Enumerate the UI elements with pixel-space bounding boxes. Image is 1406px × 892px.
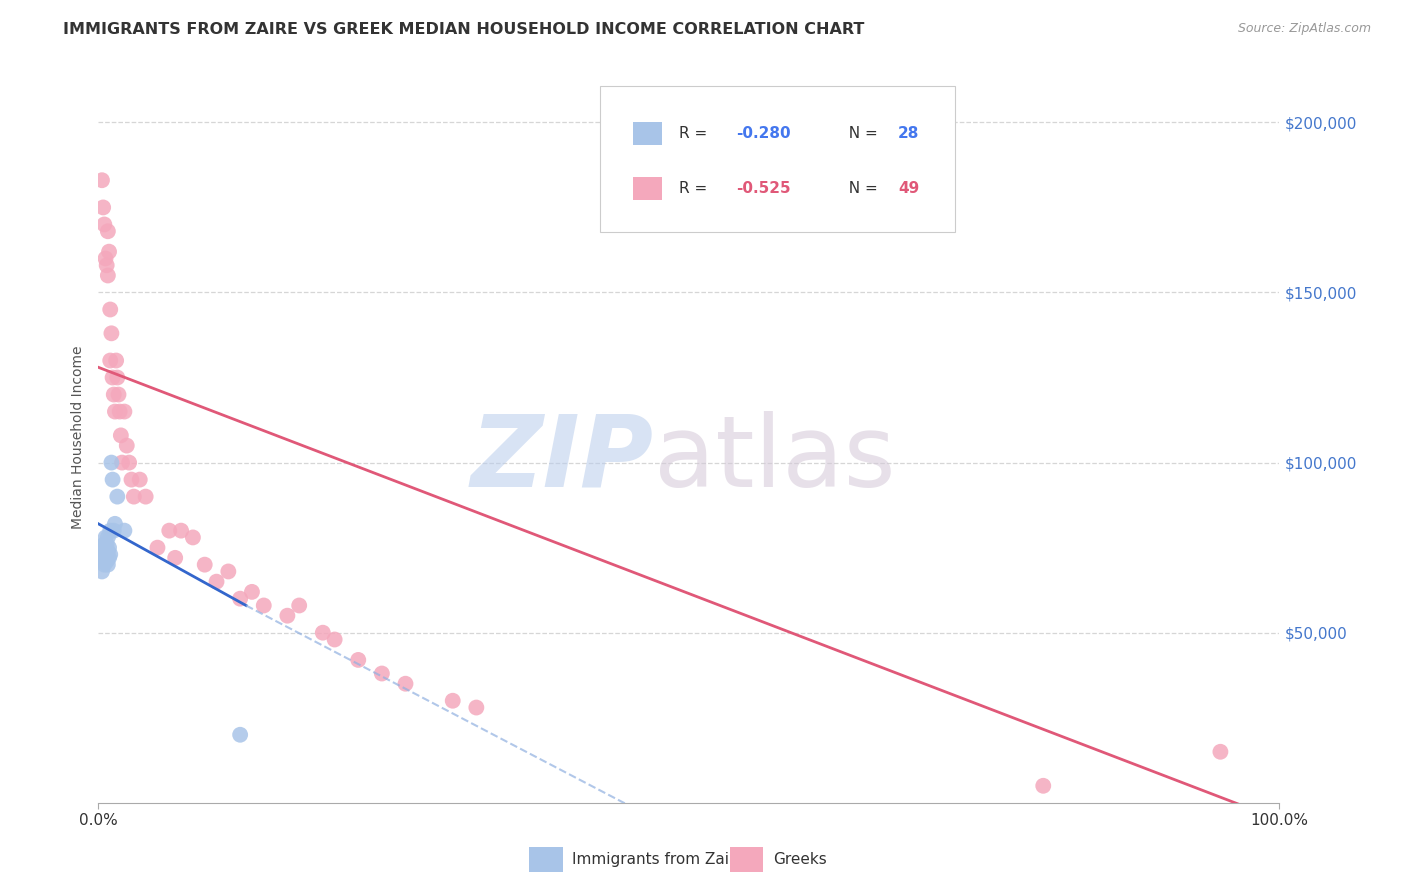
Point: [276, 608, 298, 623]
Point: [135, 490, 157, 504]
Point: [347, 653, 370, 667]
Point: [91, 554, 114, 568]
Point: [97, 224, 120, 238]
Point: [98, 524, 121, 538]
Text: R =: R =: [679, 181, 713, 196]
Point: [98, 548, 121, 562]
Text: ZIP: ZIP: [471, 410, 654, 508]
Point: [465, 700, 488, 714]
Point: [97, 544, 120, 558]
Point: [181, 531, 204, 545]
Point: [100, 456, 122, 470]
Text: IMMIGRANTS FROM ZAIRE VS GREEK MEDIAN HOUSEHOLD INCOME CORRELATION CHART: IMMIGRANTS FROM ZAIRE VS GREEK MEDIAN HO…: [63, 22, 865, 37]
Point: [97, 558, 120, 572]
Point: [97, 268, 120, 283]
Point: [157, 524, 180, 538]
Point: [229, 728, 252, 742]
Point: [103, 387, 125, 401]
Point: [94, 531, 117, 545]
FancyBboxPatch shape: [634, 122, 662, 145]
Point: [103, 524, 125, 538]
Point: [91, 173, 114, 187]
Text: -0.525: -0.525: [737, 181, 790, 196]
Point: [394, 677, 416, 691]
Point: [94, 252, 117, 266]
FancyBboxPatch shape: [600, 86, 955, 232]
Point: [89, 541, 111, 555]
Point: [94, 544, 117, 558]
Point: [312, 625, 335, 640]
Text: N =: N =: [839, 181, 883, 196]
Point: [165, 550, 187, 565]
Point: [101, 370, 124, 384]
Point: [91, 548, 114, 562]
Point: [97, 531, 120, 545]
Y-axis label: Median Household Income: Median Household Income: [72, 345, 86, 529]
Point: [104, 516, 127, 531]
Point: [128, 473, 150, 487]
Point: [98, 541, 121, 555]
Point: [100, 326, 122, 341]
Text: 28: 28: [898, 126, 920, 141]
Text: 49: 49: [898, 181, 920, 196]
Point: [115, 439, 138, 453]
Point: [371, 666, 394, 681]
Point: [93, 558, 115, 572]
Point: [101, 473, 124, 487]
Point: [96, 554, 118, 568]
Point: [105, 490, 128, 504]
Point: [1032, 779, 1054, 793]
Point: [93, 537, 115, 551]
Text: R =: R =: [679, 126, 713, 141]
Point: [105, 370, 128, 384]
FancyBboxPatch shape: [530, 847, 562, 872]
Point: [98, 353, 121, 368]
Point: [111, 456, 134, 470]
Point: [122, 490, 145, 504]
Point: [91, 201, 114, 215]
Point: [96, 548, 118, 562]
Point: [96, 258, 118, 272]
Text: Greeks: Greeks: [773, 852, 827, 867]
Point: [93, 218, 115, 232]
Point: [108, 404, 131, 418]
Point: [121, 473, 143, 487]
Point: [253, 599, 276, 613]
Point: [240, 585, 263, 599]
Point: [98, 302, 121, 317]
Text: Source: ZipAtlas.com: Source: ZipAtlas.com: [1237, 22, 1371, 36]
Point: [205, 574, 228, 589]
Point: [98, 550, 121, 565]
Point: [90, 550, 112, 565]
Point: [194, 558, 217, 572]
Text: N =: N =: [839, 126, 883, 141]
Point: [91, 541, 114, 555]
Point: [170, 524, 193, 538]
Point: [112, 404, 135, 418]
FancyBboxPatch shape: [634, 177, 662, 200]
Point: [104, 404, 127, 418]
Point: [91, 565, 114, 579]
Point: [96, 537, 118, 551]
Point: [323, 632, 346, 647]
Text: -0.280: -0.280: [737, 126, 790, 141]
Point: [118, 456, 141, 470]
Point: [110, 428, 132, 442]
Point: [217, 565, 239, 579]
Point: [112, 524, 135, 538]
Point: [146, 541, 169, 555]
Point: [229, 591, 252, 606]
Point: [288, 599, 311, 613]
Text: atlas: atlas: [654, 410, 896, 508]
Point: [107, 387, 129, 401]
Point: [94, 550, 117, 565]
FancyBboxPatch shape: [730, 847, 763, 872]
Text: Immigrants from Zaire: Immigrants from Zaire: [572, 852, 745, 867]
Point: [98, 244, 121, 259]
Point: [441, 694, 464, 708]
Point: [105, 353, 128, 368]
Point: [1209, 745, 1232, 759]
